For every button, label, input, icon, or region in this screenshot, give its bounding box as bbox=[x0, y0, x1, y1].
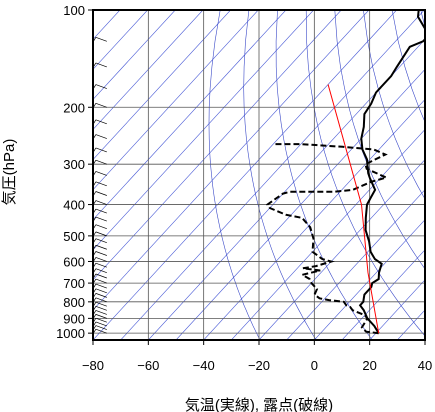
isotherm-line bbox=[148, 38, 425, 340]
wind-barb bbox=[95, 208, 107, 214]
y-tick-label: 800 bbox=[63, 295, 85, 310]
y-tick-label: 300 bbox=[63, 157, 85, 172]
wind-barb bbox=[95, 216, 107, 222]
isotherm-line bbox=[286, 189, 425, 340]
x-tick-label: −60 bbox=[137, 358, 159, 373]
dry-adiabat-line bbox=[363, 10, 425, 200]
isotherm-line bbox=[203, 98, 425, 340]
isotherm-line bbox=[424, 339, 425, 340]
wind-barb bbox=[95, 238, 107, 244]
adiabat-grid bbox=[208, 10, 425, 340]
series-layer bbox=[266, 10, 425, 335]
wind-barb bbox=[95, 314, 107, 319]
y-tick-label: 500 bbox=[63, 229, 85, 244]
wind-barb bbox=[95, 36, 107, 42]
wind-barb bbox=[95, 306, 107, 311]
y-tick-label: 700 bbox=[63, 276, 85, 291]
wind-barb bbox=[95, 200, 107, 205]
isotherm-line bbox=[175, 68, 425, 340]
isotherm-line bbox=[258, 159, 425, 340]
isotherm-line bbox=[314, 219, 425, 340]
wind-barb bbox=[95, 273, 107, 279]
x-axis-title: 気温(実線), 露点(破線) bbox=[185, 397, 333, 412]
x-tick-label: 0 bbox=[311, 358, 318, 373]
wind-barb bbox=[95, 293, 107, 298]
wind-barb bbox=[95, 268, 107, 274]
isotherm-grid bbox=[93, 10, 425, 340]
dry-adiabat-line bbox=[275, 10, 373, 340]
wind-barb bbox=[95, 262, 107, 268]
y-tick-label: 100 bbox=[63, 3, 85, 18]
temperature-line bbox=[358, 10, 425, 334]
isotherm-line bbox=[93, 10, 370, 311]
isotherm-line bbox=[93, 10, 259, 191]
dry-adiabat-line bbox=[420, 10, 425, 29]
dry-adiabat-line bbox=[305, 10, 425, 337]
isotherm-line bbox=[93, 10, 314, 251]
isotherm-line bbox=[93, 10, 287, 221]
wind-barb bbox=[95, 191, 107, 196]
isotherm-line bbox=[93, 10, 342, 281]
y-tick-label: 200 bbox=[63, 100, 85, 115]
wind-barb bbox=[95, 301, 107, 307]
isotherm-line bbox=[93, 10, 231, 161]
isotherm-line bbox=[231, 129, 425, 340]
wind-barbs bbox=[93, 36, 107, 335]
wind-barb bbox=[95, 62, 107, 68]
dry-adiabat-line bbox=[391, 10, 425, 123]
wind-barb bbox=[95, 147, 107, 153]
y-tick-label: 900 bbox=[63, 311, 85, 326]
wind-barb bbox=[95, 134, 107, 139]
parcel-line bbox=[327, 84, 380, 334]
wind-barb bbox=[95, 159, 107, 165]
wind-barb bbox=[95, 321, 107, 327]
isotherm-line bbox=[93, 10, 148, 70]
wind-barb bbox=[95, 288, 107, 294]
wind-barb bbox=[95, 310, 107, 315]
dewpoint-line bbox=[266, 143, 390, 335]
x-tick-label: 40 bbox=[418, 358, 432, 373]
y-tick-label: 400 bbox=[63, 198, 85, 213]
wind-barb bbox=[95, 171, 107, 176]
y-tick-label: 600 bbox=[63, 254, 85, 269]
x-tick-label: −40 bbox=[193, 358, 215, 373]
x-tick-label: 20 bbox=[362, 358, 376, 373]
wind-barb bbox=[95, 244, 107, 250]
wind-barb bbox=[95, 325, 107, 330]
y-axis-title: 気圧(hPa) bbox=[1, 139, 18, 206]
wind-barb bbox=[95, 317, 107, 323]
x-axis: −80 −60 −40 −20 0 20 40 bbox=[82, 340, 432, 373]
wind-barb bbox=[95, 251, 107, 256]
dry-adiabat-line bbox=[243, 10, 317, 340]
y-tick-label: 1000 bbox=[56, 326, 85, 341]
isotherm-line bbox=[93, 10, 204, 130]
wind-barb bbox=[95, 102, 107, 108]
isotherm-line bbox=[341, 249, 425, 340]
x-tick-label: −80 bbox=[82, 358, 104, 373]
isotherm-line bbox=[93, 10, 176, 100]
wind-barb bbox=[95, 278, 107, 284]
wind-barb bbox=[95, 181, 107, 187]
isotherm-line bbox=[120, 10, 425, 340]
gridlines bbox=[93, 10, 425, 340]
dry-adiabat-line bbox=[208, 10, 261, 340]
isotherm-line bbox=[369, 279, 425, 340]
wind-barb bbox=[95, 297, 107, 303]
wind-barb bbox=[95, 257, 107, 262]
wind-barb bbox=[95, 119, 107, 125]
wind-barb bbox=[95, 224, 107, 230]
isotherm-line bbox=[93, 10, 397, 340]
x-tick-label: −20 bbox=[248, 358, 270, 373]
wind-barb bbox=[95, 328, 107, 334]
dry-adiabat-line bbox=[334, 10, 425, 270]
wind-barb bbox=[95, 231, 107, 237]
wind-barb bbox=[95, 283, 107, 289]
wind-barb bbox=[95, 84, 107, 89]
